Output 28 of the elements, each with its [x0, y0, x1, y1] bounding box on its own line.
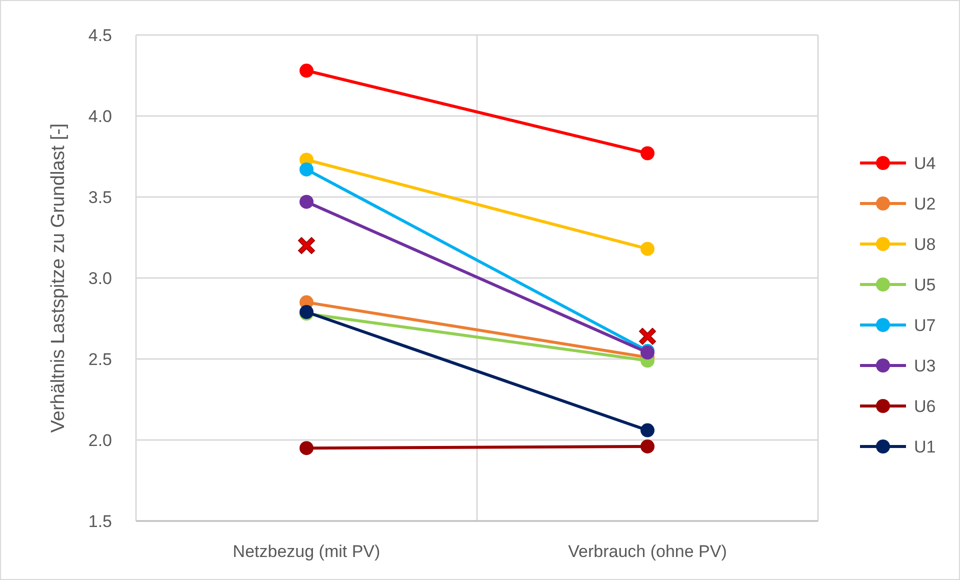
point — [300, 162, 314, 176]
legend-label: U6 — [914, 396, 936, 416]
point — [300, 194, 314, 209]
legend-label: U3 — [914, 356, 936, 376]
y-tick-label: 2.5 — [88, 350, 112, 369]
point — [300, 441, 314, 456]
y-tick-label: 3.5 — [88, 188, 112, 207]
y-tick-label: 3.0 — [88, 268, 112, 288]
point — [640, 146, 654, 160]
x-tick-label: Netzbezug (mit PV) — [232, 542, 380, 561]
x-tick-label: Verbrauch (ohne PV) — [568, 542, 727, 561]
legend-label: U2 — [914, 194, 936, 214]
legend-label: U8 — [914, 234, 936, 254]
point — [640, 439, 654, 454]
y-tick-label: 4.0 — [88, 106, 112, 126]
point — [300, 64, 314, 78]
legend-label: U1 — [914, 437, 936, 456]
y-tick-label: 4.5 — [88, 26, 112, 45]
point — [298, 237, 315, 254]
y-axis-title: Verhältnis Lastspitze zu Grundlast [-] — [48, 123, 69, 433]
legend-label: U7 — [914, 316, 936, 335]
point — [640, 423, 654, 438]
legend-label: U5 — [914, 275, 936, 294]
point — [640, 242, 654, 256]
y-tick-label: 2.0 — [88, 430, 112, 450]
legend-label: U4 — [914, 154, 936, 173]
y-tick-label: 1.5 — [88, 512, 112, 531]
point — [639, 328, 656, 345]
